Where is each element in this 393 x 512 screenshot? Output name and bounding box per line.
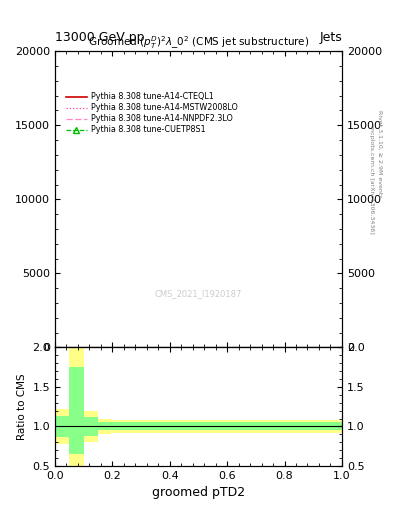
Text: 13000 GeV pp: 13000 GeV pp [55,31,145,44]
Text: Rivet 3.1.10, ≥ 2.9M events: Rivet 3.1.10, ≥ 2.9M events [377,110,382,198]
Legend: Pythia 8.308 tune-A14-CTEQL1, Pythia 8.308 tune-A14-MSTW2008LO, Pythia 8.308 tun: Pythia 8.308 tune-A14-CTEQL1, Pythia 8.3… [65,91,239,136]
Text: CMS_2021_I1920187: CMS_2021_I1920187 [155,290,242,298]
Title: Groomed $(p_T^D)^2\lambda\_0^2$ (CMS jet substructure): Groomed $(p_T^D)^2\lambda\_0^2$ (CMS jet… [88,34,309,51]
X-axis label: groomed pTD2: groomed pTD2 [152,486,245,499]
Y-axis label: Ratio to CMS: Ratio to CMS [17,373,27,440]
Text: mcplots.cern.ch [arXiv:1306.3436]: mcplots.cern.ch [arXiv:1306.3436] [369,125,374,233]
Text: Jets: Jets [319,31,342,44]
